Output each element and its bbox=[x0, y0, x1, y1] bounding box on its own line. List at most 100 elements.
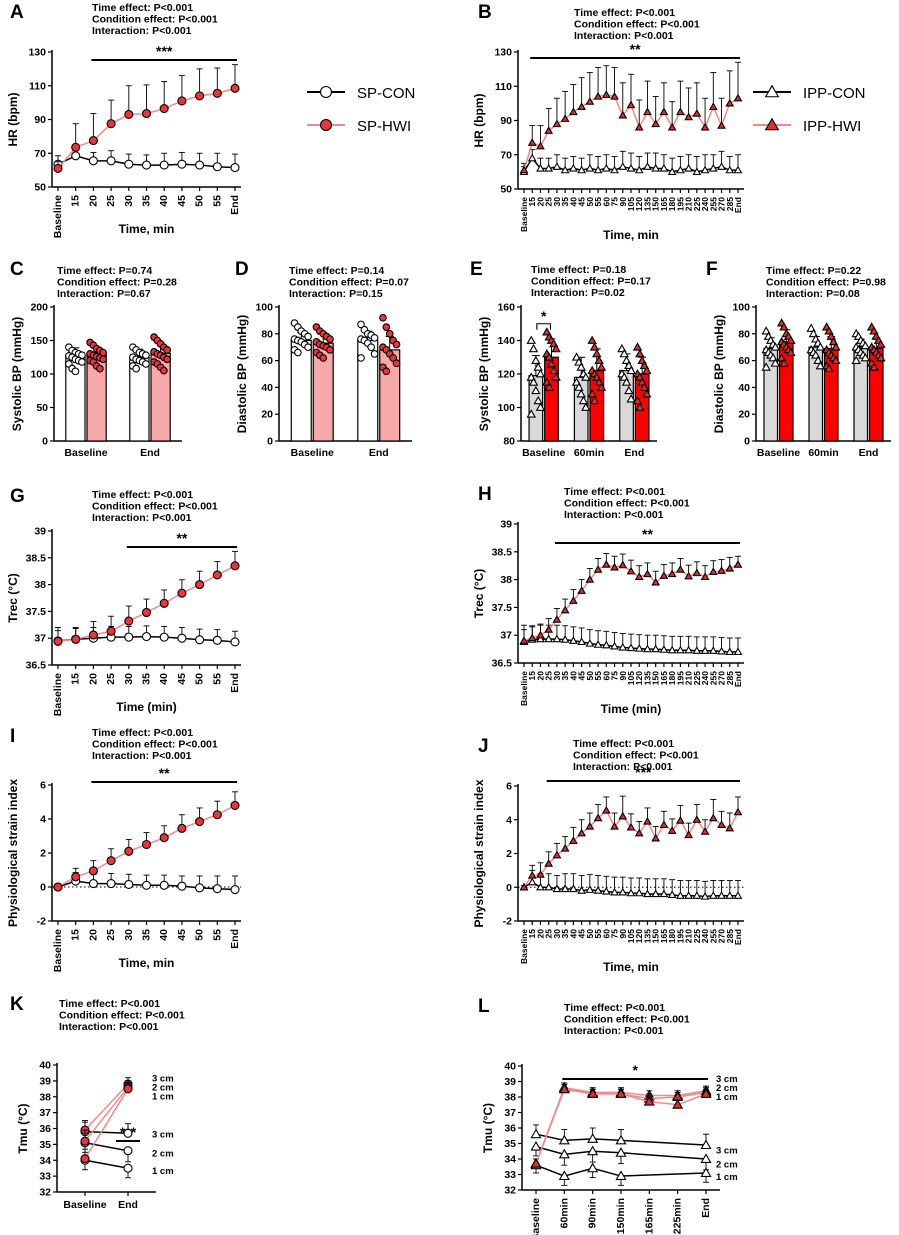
data-point bbox=[195, 580, 205, 590]
depth-label-con: 3 cm bbox=[716, 1146, 738, 1157]
data-point bbox=[831, 355, 841, 364]
x-tick-label: 20 bbox=[535, 197, 545, 207]
data-point bbox=[392, 340, 401, 349]
x-tick-label: 165min bbox=[643, 1198, 655, 1234]
y-tick-label: 60 bbox=[738, 355, 750, 367]
x-tick-label: End bbox=[118, 1199, 138, 1211]
data-point bbox=[626, 394, 636, 403]
data-point bbox=[53, 882, 63, 892]
triangle-icon bbox=[764, 117, 780, 131]
data-point bbox=[212, 635, 222, 645]
data-point bbox=[708, 567, 718, 575]
data-point bbox=[106, 879, 116, 889]
data-point bbox=[651, 833, 661, 842]
y-tick-label: 60 bbox=[261, 355, 273, 367]
data-point bbox=[659, 571, 669, 579]
series-sp-con bbox=[53, 146, 240, 173]
y-tick-label: 100 bbox=[732, 302, 750, 314]
panel-letter: A bbox=[10, 2, 24, 23]
x-tick-label: 60min bbox=[558, 1198, 570, 1228]
x-tick-label: 20 bbox=[87, 673, 99, 685]
data-point bbox=[651, 889, 661, 898]
y-tick-label: 39 bbox=[39, 1075, 51, 1087]
data-point bbox=[319, 354, 328, 362]
data-point bbox=[700, 1088, 712, 1098]
x-tick-label: 90 bbox=[618, 671, 628, 681]
y-tick-label: 2 bbox=[40, 848, 46, 860]
data-point bbox=[634, 572, 644, 580]
data-point bbox=[733, 647, 743, 656]
data-point bbox=[651, 644, 661, 653]
stats-text: Condition effect: P<0.001 bbox=[92, 501, 218, 513]
x-axis-label: Time (min) bbox=[601, 702, 661, 716]
data-point bbox=[675, 645, 685, 654]
data-point bbox=[587, 1088, 599, 1098]
series-ipp-hwi-1-cm bbox=[530, 1083, 712, 1168]
data-point bbox=[593, 640, 603, 648]
data-point bbox=[717, 162, 726, 170]
x-tick-label: 40 bbox=[568, 929, 578, 939]
x-tick-label: 25 bbox=[105, 929, 117, 941]
data-point bbox=[230, 163, 240, 173]
series-line bbox=[84, 1088, 129, 1160]
data-point bbox=[527, 870, 537, 879]
y-tick-label: 130 bbox=[28, 47, 46, 59]
y-tick-label: 70 bbox=[500, 149, 512, 161]
data-point bbox=[692, 568, 702, 577]
data-point bbox=[71, 367, 80, 376]
data-point bbox=[574, 382, 584, 391]
y-tick-label: 34 bbox=[39, 1155, 51, 1167]
data-point bbox=[659, 645, 669, 653]
data-point bbox=[585, 821, 595, 830]
x-tick-label: 40 bbox=[568, 197, 578, 207]
y-tick-label: 4 bbox=[40, 814, 46, 826]
data-point bbox=[675, 565, 685, 573]
series-sp-hwi bbox=[53, 64, 240, 173]
series-ipp-con bbox=[519, 624, 743, 656]
data-point bbox=[535, 369, 546, 378]
data-point bbox=[159, 632, 169, 642]
data-point bbox=[869, 362, 879, 371]
x-tick-label: 50 bbox=[194, 195, 206, 207]
x-tick-label: 90min bbox=[587, 1198, 599, 1228]
data-point bbox=[304, 332, 312, 341]
y-tick-label: 37 bbox=[500, 630, 512, 642]
data-point bbox=[643, 644, 652, 653]
data-point bbox=[124, 846, 134, 856]
y-axis-label: Physiological strain index bbox=[472, 779, 486, 927]
data-point bbox=[659, 889, 669, 898]
circle-icon bbox=[319, 118, 333, 132]
data-point bbox=[526, 409, 536, 418]
x-tick-label: 55 bbox=[593, 671, 603, 681]
x-tick-label: 285 bbox=[725, 929, 735, 943]
stats-text: Time effect: P<0.001 bbox=[59, 998, 160, 1010]
stats-text: Condition effect: P<0.001 bbox=[573, 750, 699, 762]
data-point bbox=[124, 159, 134, 169]
x-tick-label: 20 bbox=[87, 195, 99, 207]
data-point bbox=[177, 96, 187, 106]
stats-text: Condition effect: P<0.001 bbox=[92, 14, 218, 26]
x-tick-label: 60 bbox=[601, 671, 611, 681]
significance-marker: ** bbox=[630, 41, 641, 57]
panel-letter: C bbox=[10, 259, 24, 280]
data-point bbox=[577, 828, 587, 837]
data-point bbox=[577, 165, 587, 174]
stats-text: Interaction: P<0.001 bbox=[573, 761, 673, 773]
data-point bbox=[96, 364, 104, 373]
x-tick-label: 50 bbox=[585, 929, 595, 939]
data-point bbox=[615, 1134, 627, 1145]
data-point bbox=[544, 625, 554, 633]
data-point bbox=[160, 366, 168, 375]
x-tick-label: 25 bbox=[105, 673, 117, 685]
stats-text: Interaction: P<0.001 bbox=[92, 25, 192, 37]
data-point bbox=[876, 339, 886, 348]
stats-text: Time effect: P<0.001 bbox=[92, 489, 193, 501]
data-point bbox=[667, 890, 677, 898]
stats-text: Time effect: P<0.001 bbox=[92, 2, 193, 14]
stats-text: Time effect: P=0.14 bbox=[289, 265, 384, 277]
x-tick-label: Baseline bbox=[530, 1198, 542, 1235]
x-tick-label: End bbox=[369, 447, 389, 459]
data-point bbox=[684, 112, 694, 121]
x-tick-label: 15 bbox=[70, 673, 82, 685]
